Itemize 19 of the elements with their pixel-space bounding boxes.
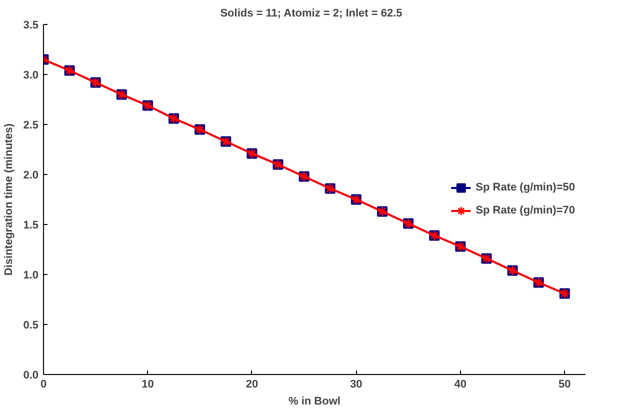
y-tick-label: 0.5 (23, 320, 39, 332)
chart-title: Solids = 11; Atomiz = 2; Inlet = 62.5 (220, 8, 402, 20)
x-tick-label: 10 (142, 378, 154, 390)
x-tick-label: 20 (246, 378, 258, 390)
y-tick-label: 3.0 (23, 70, 39, 82)
y-tick-label: 2.5 (23, 120, 39, 132)
x-tick-label: 0 (40, 378, 47, 390)
y-tick-label: 2.0 (23, 170, 39, 182)
y-tick-label: 1.5 (23, 220, 39, 232)
y-axis-title: Disintegration time (minutes) (3, 123, 16, 276)
legend-label: Sp Rate (g/min)=70 (476, 204, 575, 216)
y-tick-label: 3.5 (23, 20, 39, 32)
legend-label: Sp Rate (g/min)=50 (476, 182, 575, 194)
x-tick-label: 30 (350, 378, 362, 390)
x-tick-label: 50 (558, 378, 571, 390)
x-tick-label: 40 (454, 378, 467, 390)
y-tick-label: 0.0 (23, 370, 39, 382)
x-axis-title: % in Bowl (288, 396, 340, 408)
y-tick-label: 1.0 (23, 270, 39, 282)
